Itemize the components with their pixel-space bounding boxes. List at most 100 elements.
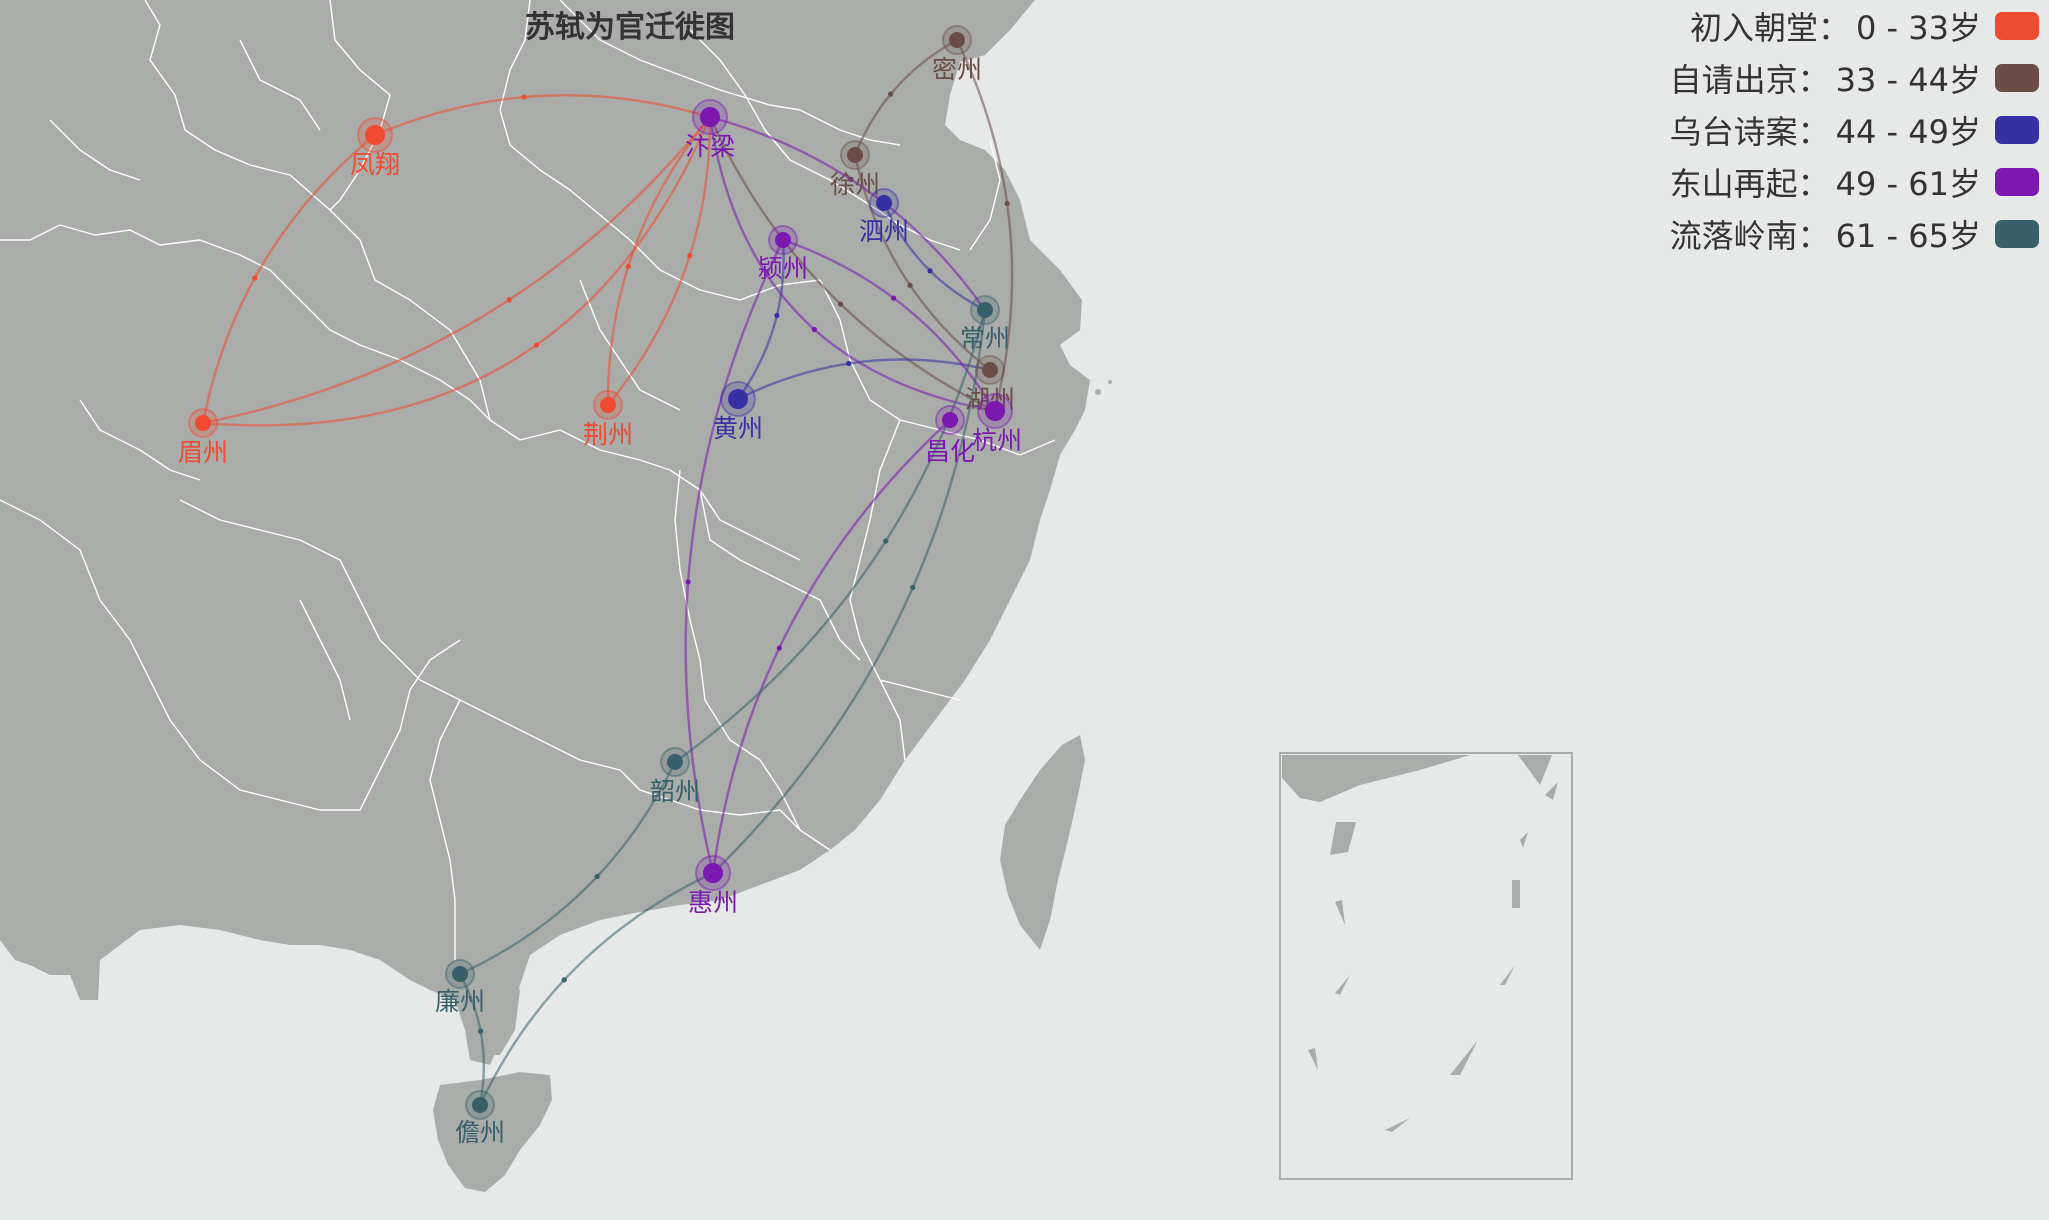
city-marker <box>985 401 1005 421</box>
route-huizhou-danzhou[interactable] <box>478 871 714 1106</box>
route-marker <box>594 873 600 880</box>
city-marker <box>667 754 683 770</box>
route-marker <box>252 275 258 281</box>
city-marker <box>600 397 616 413</box>
route-bianliang-fengxiang[interactable] <box>374 93 711 137</box>
route-shaozhou-changzhou[interactable] <box>674 309 987 763</box>
city-label: 惠州 <box>688 888 738 917</box>
route-marker <box>846 360 852 367</box>
city-marker <box>452 966 468 982</box>
route-huangzhou-yingzhou[interactable] <box>737 239 785 400</box>
legend-item-p2[interactable]: 自请出京： 33 - 44岁 <box>1649 52 2039 104</box>
city-changhua[interactable]: 昌化 <box>925 405 975 466</box>
city-huangzhou[interactable]: 黄州 <box>713 381 763 443</box>
legend: 初入朝堂： 0 - 33岁 自请出京： 33 - 44岁 乌台诗案： 44 - 49岁 东山… <box>1649 0 2039 260</box>
city-shaozhou[interactable]: 韶州 <box>650 747 700 806</box>
legend-label: 自请出京： <box>1669 61 1830 99</box>
city-meizhou[interactable]: 眉州 <box>178 408 228 467</box>
route-marker <box>685 579 691 585</box>
city-label: 荆州 <box>583 420 633 449</box>
city-label: 泗州 <box>859 217 909 246</box>
city-hangzhou[interactable]: 杭州 <box>972 393 1022 455</box>
city-marker <box>728 389 748 409</box>
route-bianliang-hangzhou[interactable] <box>708 116 996 413</box>
route-marker <box>506 297 512 303</box>
route-marker <box>478 1028 484 1034</box>
route-huizhou-changzhou[interactable] <box>712 309 987 874</box>
route-bianliang-jingzhou[interactable] <box>606 116 711 406</box>
city-fengxiang[interactable]: 凤翔 <box>350 117 400 179</box>
city-label: 徐州 <box>830 170 880 199</box>
city-marker <box>703 863 723 883</box>
city-changzhou[interactable]: 常州 <box>960 295 1010 353</box>
legend-item-p3[interactable]: 乌台诗案： 44 - 49岁 <box>1649 104 2039 156</box>
city-danzhou[interactable]: 儋州 <box>455 1090 505 1147</box>
city-mizhou[interactable]: 密州 <box>932 25 982 84</box>
city-marker <box>942 412 958 428</box>
legend-item-p4[interactable]: 东山再起： 49 - 61岁 <box>1649 156 2039 208</box>
legend-range: 49 - 61岁 <box>1835 165 1981 203</box>
route-jingzhou-bianliang[interactable] <box>607 116 712 406</box>
mainland-landmass <box>0 0 1090 1065</box>
hainan-island <box>433 1072 552 1192</box>
city-lianzhou[interactable]: 廉州 <box>435 959 485 1016</box>
legend-label: 初入朝堂： <box>1690 9 1851 47</box>
city-xuzhou[interactable]: 徐州 <box>830 140 880 199</box>
route-meizhou-bianliang[interactable] <box>202 116 711 425</box>
legend-label: 乌台诗案： <box>1669 113 1830 151</box>
map-title: 苏轼为官迁徙图 <box>525 10 735 45</box>
route-huzhou-huangzhou[interactable] <box>737 358 991 401</box>
route-yingzhou-huizhou[interactable] <box>684 239 785 874</box>
city-marker <box>195 415 211 431</box>
legend-swatch <box>1995 116 2039 144</box>
city-sizhou[interactable]: 泗州 <box>859 188 909 246</box>
route-hangzhou-mizhou[interactable] <box>955 39 1014 412</box>
taiwan-island <box>1000 735 1085 950</box>
route-changhua-huizhou[interactable] <box>711 419 951 874</box>
city-jingzhou[interactable]: 荆州 <box>583 390 633 449</box>
route-sizhou-changzhou[interactable] <box>882 202 986 312</box>
city-bianliang[interactable]: 汴梁 <box>685 99 735 161</box>
legend-item-p1[interactable]: 初入朝堂： 0 - 33岁 <box>1649 0 2039 52</box>
route-mizhou-xuzhou[interactable] <box>853 38 958 156</box>
legend-label: 流落岭南： <box>1669 217 1830 255</box>
legend-item-p5[interactable]: 流落岭南： 61 - 65岁 <box>1649 208 2039 260</box>
city-marker <box>847 147 863 163</box>
island-dot <box>1095 389 1101 395</box>
routes-layer <box>201 38 1014 1106</box>
city-label: 颍州 <box>758 254 808 283</box>
legend-swatch <box>1995 64 2039 92</box>
route-meizhou-bianliang[interactable] <box>202 116 712 427</box>
route-marker <box>883 538 889 544</box>
route-changzhou-bianliang[interactable] <box>709 115 986 311</box>
route-fengxiang-meizhou[interactable] <box>201 134 376 424</box>
city-yingzhou[interactable]: 颍州 <box>758 225 808 283</box>
city-label: 黄州 <box>713 414 763 443</box>
route-danzhou-lianzhou[interactable] <box>458 973 486 1106</box>
city-huizhou[interactable]: 惠州 <box>688 855 738 917</box>
island-dot <box>1108 380 1112 384</box>
route-marker <box>891 295 897 301</box>
route-marker <box>907 282 913 288</box>
city-label: 密州 <box>932 55 982 84</box>
province-borders <box>0 0 1056 960</box>
legend-swatch <box>1995 168 2039 196</box>
city-label: 廉州 <box>435 987 485 1016</box>
route-lianzhou-shaozhou[interactable] <box>459 761 677 976</box>
route-bianliang-hangzhou[interactable] <box>708 116 996 413</box>
route-marker <box>848 176 854 182</box>
route-marker <box>927 268 933 274</box>
route-marker <box>837 301 844 307</box>
city-label: 眉州 <box>178 438 228 467</box>
city-marker <box>472 1097 488 1113</box>
legend-range: 61 - 65岁 <box>1835 217 1981 255</box>
route-marker <box>1004 200 1010 207</box>
legend-label: 东山再起： <box>1669 165 1830 203</box>
route-marker <box>811 326 817 333</box>
city-huzhou[interactable]: 湖州 <box>965 355 1015 414</box>
city-marker <box>876 195 892 211</box>
city-label: 韶州 <box>650 777 700 806</box>
city-label: 汴梁 <box>685 132 735 161</box>
